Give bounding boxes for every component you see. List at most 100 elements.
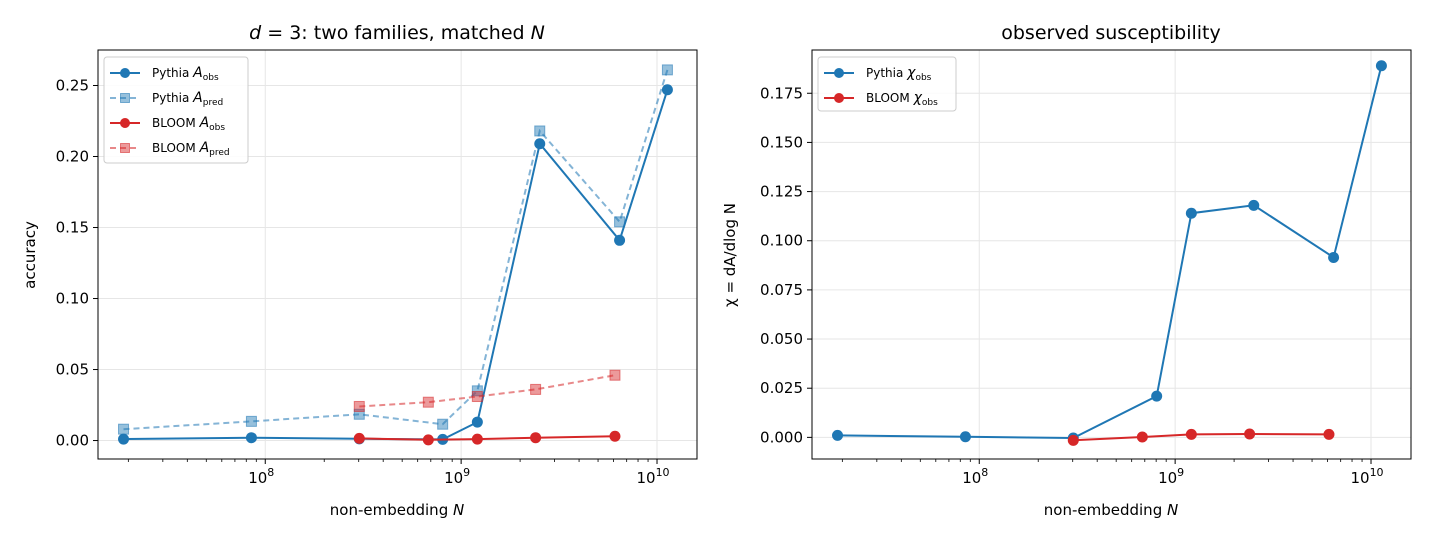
legend-marker [834,68,844,78]
y-tick-label: 0.000 [760,428,803,446]
data-point [530,383,542,395]
x-tick-exponent: 8 [267,466,274,479]
data-point [471,416,483,428]
data-point [609,369,621,381]
legend-marker [120,143,130,153]
legend-prefix: BLOOM [152,141,200,155]
data-point [1244,428,1256,440]
axis-ticks: 0.000 0.025 0.050 0.075 0.100 0.125 0.150 0.175… [760,84,1384,487]
legend-marker [120,93,130,103]
x-axis-label: non-embedding N [1044,501,1178,519]
data-point [1185,207,1197,219]
grid [98,50,697,459]
data-point [534,125,546,137]
legend-subscript: pred [209,148,229,158]
y-tick-label: 0.025 [760,379,803,397]
x-tick-base: 10 [1350,469,1369,487]
legend-subscript: pred [203,98,223,108]
series-group [118,64,673,446]
x-tick-exponent: 9 [463,466,470,479]
data-point [118,423,130,435]
data-point [1323,428,1335,440]
legend-subscript: obs [203,73,219,83]
series-line [359,374,616,408]
x-tick-base: 10 [1158,469,1177,487]
legend-box [103,56,249,164]
data-point [422,396,434,408]
data-point [471,385,483,397]
legend-subscript: obs [922,98,938,108]
axes-frame [97,49,698,460]
legend-label: Pythia χobs [866,65,932,83]
legend-subscript: obs [209,123,225,133]
series-line [123,89,669,441]
susceptibility-chart-panel: 0.000 0.025 0.050 0.075 0.100 0.125 0.150 0.175… [721,22,1412,519]
legend-label: Pythia Apred [152,90,223,108]
y-tick-label: 0.150 [760,133,803,151]
data-point [1136,431,1148,443]
data-point [1151,390,1163,402]
x-tick-label: 109 [1158,466,1184,487]
legend-prefix: BLOOM [866,91,914,105]
x-tick-exponent: 8 [981,466,988,479]
x-axis-label-text: non-embedding [330,501,453,519]
y-tick-label: 0.100 [760,232,803,250]
legend-symbol: A [199,140,210,156]
data-point [245,432,257,444]
title-text: = 3: two families, matched [261,22,530,44]
legend-symbol: χ [906,65,916,81]
data-point [1328,251,1340,263]
data-point [353,400,365,412]
legend-subscript: obs [915,73,931,83]
x-tick-base: 10 [962,469,981,487]
y-tick-label: 0.10 [56,290,89,308]
data-point [1185,428,1197,440]
data-point [959,431,971,443]
legend-prefix: BLOOM [152,116,200,130]
y-tick-label: 0.05 [56,361,89,379]
series-line [837,65,1383,440]
data-point [437,418,449,430]
data-point [1248,199,1260,211]
x-axis-label-var: N [453,501,464,519]
legend-label: BLOOM Apred [152,140,230,158]
data-point [353,408,365,420]
y-tick-label: 0.20 [56,148,89,166]
x-tick-label: 109 [444,466,470,487]
y-tick-label: 0.075 [760,281,803,299]
legend-prefix: Pythia [152,91,193,105]
x-tick-base: 10 [636,469,655,487]
data-point [614,216,626,228]
x-axis-label-text: non-embedding [1044,501,1167,519]
data-point [422,434,434,446]
data-point [1375,60,1387,72]
data-point [471,391,483,403]
x-axis-label-var: N [1167,501,1178,519]
legend-label: Pythia Aobs [152,65,219,83]
legend-prefix: Pythia [866,66,907,80]
legend-symbol: χ [913,90,923,106]
data-point [609,430,621,442]
legend-marker [120,118,130,128]
legend-prefix: Pythia [152,66,193,80]
x-tick-exponent: 10 [1370,466,1384,479]
legend-marker [120,68,130,78]
legend-label: BLOOM χobs [866,90,938,108]
data-point [614,234,626,246]
data-point [353,432,365,444]
y-tick-label: 0.175 [760,84,803,102]
legend-marker [834,93,844,103]
data-point [661,64,673,76]
series-group [832,60,1387,446]
y-tick-label: 0.050 [760,330,803,348]
title-var-d: d [249,22,262,44]
x-tick-label: 1010 [636,466,669,487]
y-tick-label: 0.25 [56,77,89,95]
legend-label: BLOOM Aobs [152,115,225,133]
chart-title: d = 3: two families, matched N [249,22,545,44]
x-tick-label: 108 [962,466,988,487]
